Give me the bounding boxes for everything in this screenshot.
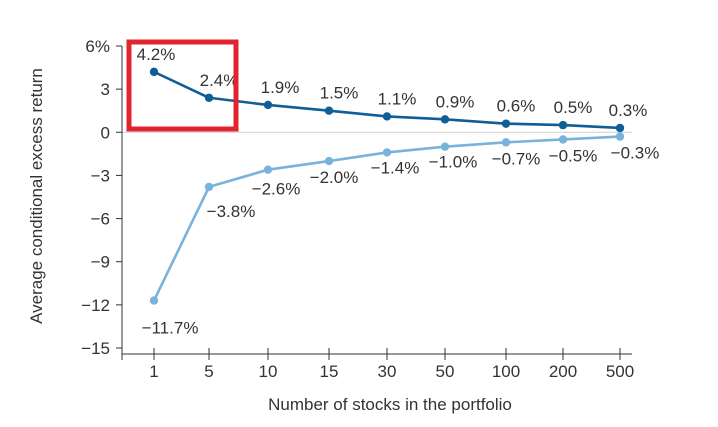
data-point (263, 100, 273, 110)
data-point (204, 93, 214, 102)
data-point (149, 67, 159, 77)
data-point (501, 119, 511, 128)
data-label: −2.0% (310, 168, 359, 187)
y-tick-label: −12 (81, 296, 110, 315)
x-tick-label: 500 (606, 362, 634, 381)
data-label: 1.9% (261, 78, 300, 97)
data-label: −3.8% (207, 202, 256, 221)
data-point (382, 112, 392, 121)
data-point (440, 142, 450, 151)
x-tick-label: 10 (259, 362, 278, 381)
data-point (440, 115, 450, 124)
data-label: 1.5% (320, 84, 359, 103)
y-tick-label: −6 (91, 210, 110, 229)
data-label: −2.6% (252, 180, 301, 199)
x-tick-label: 200 (549, 362, 577, 381)
y-tick-label: 6% (85, 37, 110, 56)
data-label: −1.0% (429, 153, 478, 172)
y-axis-ticks: 6% 3 0 −3 −6 −9 −12 −15 (81, 37, 122, 358)
axes (121, 46, 632, 355)
data-point (324, 156, 334, 166)
data-point (382, 148, 392, 157)
x-tick-label: 50 (436, 362, 455, 381)
data-point (263, 165, 273, 174)
data-label: −0.7% (492, 149, 541, 168)
highlight-box (126, 39, 239, 132)
data-label: 0.9% (436, 92, 475, 111)
x-axis-title: Number of stocks in the portfolio (268, 395, 512, 414)
x-tick-label: 30 (378, 362, 397, 381)
data-point (558, 120, 568, 130)
x-tick-label: 1 (149, 362, 158, 381)
data-label: −0.3% (611, 144, 660, 163)
y-axis-title: Average conditional excess return (27, 68, 46, 324)
x-tick-label: 5 (204, 362, 213, 381)
data-label: 0.3% (609, 101, 648, 120)
x-tick-label: 100 (492, 362, 520, 381)
annotations (126, 39, 239, 132)
y-tick-label: −9 (91, 253, 110, 272)
data-label: 4.2% (137, 45, 176, 64)
data-point (324, 106, 334, 115)
data-label: −0.5% (549, 146, 598, 165)
y-tick-label: 0 (101, 123, 110, 142)
data-label: 2.4% (200, 71, 239, 90)
data-labels: 4.2% 2.4% 1.9% 1.5% 1.1% 0.9% 0.6% 0.5% 0.3% −11.… (137, 45, 660, 338)
data-label: −1.4% (371, 158, 420, 177)
y-tick-label: −15 (81, 339, 110, 358)
data-point (615, 132, 625, 141)
data-label: 0.6% (497, 97, 536, 116)
data-point (149, 296, 159, 305)
data-label: 0.5% (554, 98, 593, 117)
y-tick-label: 3 (101, 80, 110, 99)
data-point (615, 123, 625, 133)
data-point (558, 135, 568, 144)
data-label: 1.1% (378, 89, 417, 108)
series-group (149, 67, 625, 305)
x-axis-ticks: 1 5 10 15 30 50 100 200 500 (121, 348, 634, 381)
y-tick-label: −3 (91, 166, 110, 185)
x-tick-label: 15 (320, 362, 339, 381)
data-label: −11.7% (142, 319, 199, 338)
data-point (501, 138, 511, 147)
data-point (204, 182, 214, 192)
